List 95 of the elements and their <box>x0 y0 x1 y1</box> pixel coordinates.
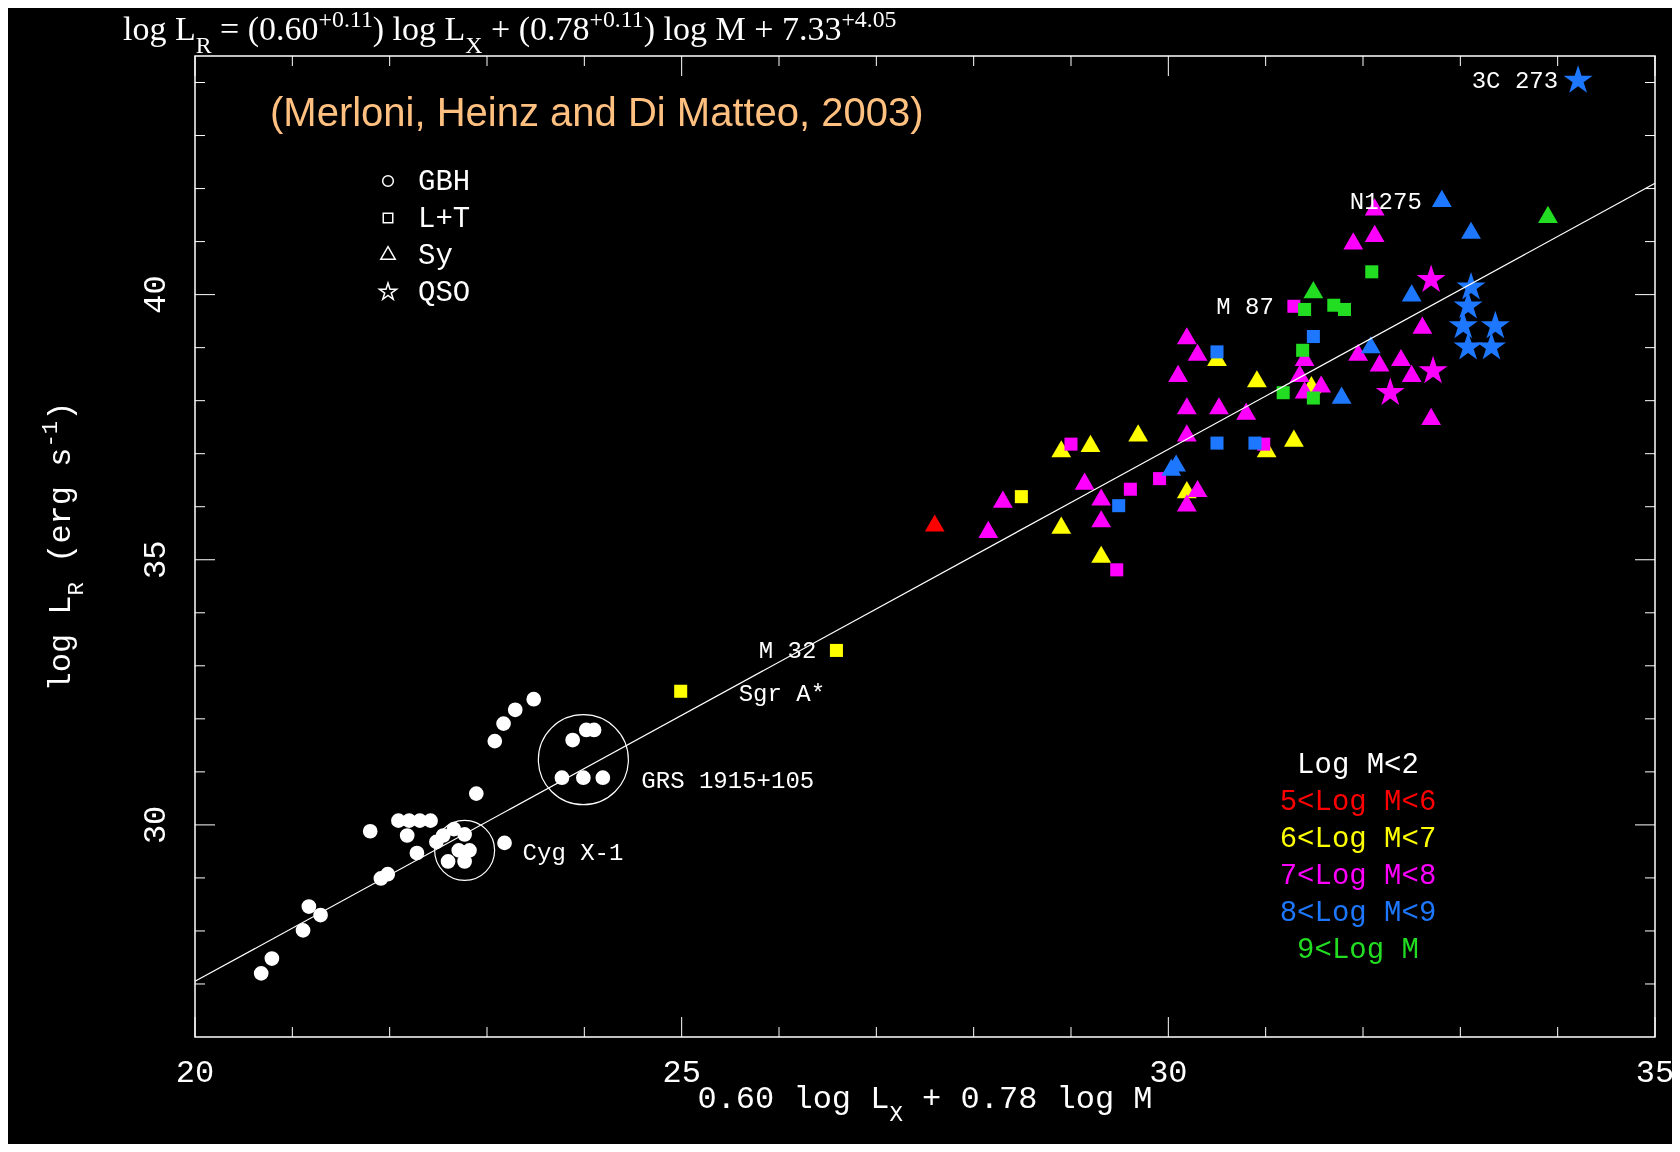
point <box>1456 271 1486 300</box>
point <box>301 899 317 914</box>
point <box>487 733 503 749</box>
y-tick-label: 40 <box>138 275 175 314</box>
point <box>576 770 591 786</box>
x-tick-label: 20 <box>175 1055 215 1092</box>
point <box>1369 354 1390 372</box>
point <box>423 813 438 828</box>
point <box>1303 281 1324 299</box>
point <box>1187 343 1208 361</box>
point <box>1401 364 1422 382</box>
point <box>1416 264 1446 293</box>
text: 8<Log M<9 <box>1279 897 1437 930</box>
point <box>1283 429 1304 447</box>
point <box>1051 516 1072 534</box>
x-tick-label: 35 <box>1635 1055 1675 1092</box>
annotation: L+T <box>418 203 471 236</box>
point <box>1431 189 1452 208</box>
point <box>1176 397 1197 415</box>
annotation: QSO <box>418 277 471 310</box>
point <box>1110 563 1124 577</box>
point <box>1477 331 1506 360</box>
annotation: N1275 <box>1349 189 1422 217</box>
point <box>992 490 1013 508</box>
point <box>1375 377 1405 406</box>
y-tick-label: 30 <box>138 805 175 845</box>
point <box>1051 440 1072 458</box>
point <box>1331 386 1352 404</box>
point <box>674 684 688 698</box>
point <box>1176 494 1197 512</box>
annotation: (Merloni, Heinz and Di Matteo, 2003) <box>270 90 924 134</box>
annotation: GBH <box>418 166 471 199</box>
point <box>1343 232 1364 250</box>
point <box>1236 402 1257 420</box>
point <box>595 770 611 786</box>
point <box>1247 370 1267 388</box>
chart-title: log L$_{R}$ = (0.60$^{+0.11}$) log L$_{X}$ + (0.78$^{+0.11}$) log M + 7.33$^{+4.05}$ <box>123 6 897 58</box>
point <box>565 732 581 748</box>
point <box>1364 224 1385 243</box>
point <box>829 643 843 657</box>
annotation: M 87 <box>1216 294 1274 322</box>
point <box>1091 488 1112 506</box>
annotation: 3C 273 <box>1471 68 1559 96</box>
point <box>1421 407 1442 425</box>
point <box>1453 331 1483 360</box>
point <box>468 786 484 801</box>
text: 9<Log M <box>1297 934 1419 967</box>
point <box>1168 364 1188 382</box>
point <box>1064 437 1078 451</box>
point <box>1091 510 1112 528</box>
annotation: Sgr A* <box>738 681 826 709</box>
point <box>1176 327 1197 345</box>
point <box>1074 472 1095 490</box>
point <box>507 702 523 718</box>
annotation: GRS 1915+105 <box>641 767 815 795</box>
text: 5<Log M<6 <box>1279 786 1437 819</box>
point <box>1412 316 1433 334</box>
point <box>1538 205 1558 223</box>
point <box>1187 479 1208 498</box>
point <box>1311 375 1332 393</box>
point <box>399 828 415 843</box>
point <box>1453 291 1483 319</box>
point <box>1161 458 1182 476</box>
text: Log M<2 <box>1297 749 1419 782</box>
annotation: Cyg X-1 <box>522 840 624 868</box>
point <box>924 514 945 532</box>
point <box>1128 424 1149 442</box>
point <box>409 845 425 861</box>
point <box>1123 482 1137 496</box>
point <box>1401 284 1422 302</box>
point <box>1091 545 1112 563</box>
point <box>1348 343 1369 361</box>
point <box>978 520 999 538</box>
text: 7<Log M<8 <box>1279 860 1437 893</box>
point <box>1391 348 1411 367</box>
annotation: Sy <box>418 240 453 273</box>
point <box>1461 221 1481 239</box>
text: 6<Log M<7 <box>1279 823 1437 856</box>
point <box>253 966 269 981</box>
point <box>1248 436 1262 450</box>
point <box>496 716 511 731</box>
point <box>1209 397 1229 415</box>
point <box>526 691 542 707</box>
point <box>362 823 378 839</box>
point <box>295 923 311 938</box>
point <box>1360 336 1381 354</box>
point <box>440 854 456 869</box>
point <box>1210 436 1224 450</box>
point <box>264 951 280 966</box>
point <box>1480 310 1510 339</box>
point <box>1418 355 1448 384</box>
point <box>497 835 512 851</box>
point <box>1080 434 1101 452</box>
y-tick-label: 35 <box>138 540 175 579</box>
point <box>457 854 472 869</box>
